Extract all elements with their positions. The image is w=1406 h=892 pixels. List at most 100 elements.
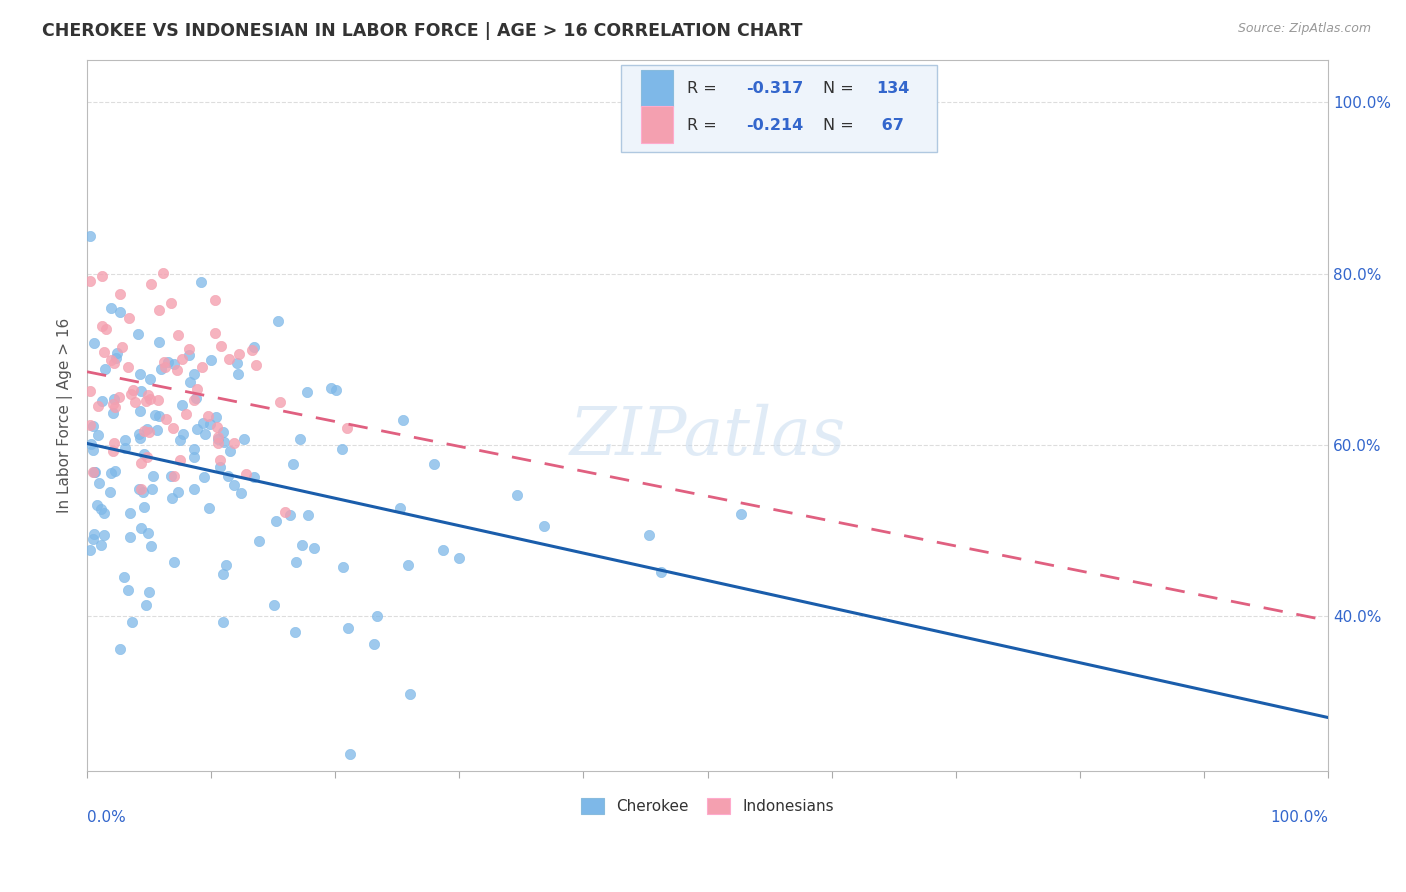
Point (183, 442, 205, 457)
Point (336, 420, 359, 434)
Point (186, 422, 208, 436)
Point (148, 409, 170, 423)
Point (128, 483, 150, 497)
Point (117, 360, 139, 375)
Point (179, 376, 201, 390)
Point (197, 501, 219, 516)
Point (332, 559, 354, 574)
Text: -0.317: -0.317 (747, 81, 803, 96)
Point (129, 456, 152, 470)
Point (245, 358, 267, 372)
Point (172, 426, 194, 441)
Point (170, 398, 193, 412)
Point (114, 433, 136, 447)
Point (211, 566, 233, 581)
Point (285, 555, 308, 569)
Point (235, 467, 257, 481)
Text: Source: ZipAtlas.com: Source: ZipAtlas.com (1237, 22, 1371, 36)
Point (231, 486, 253, 500)
Point (93, 528, 115, 542)
Point (166, 484, 188, 499)
Point (177, 348, 200, 362)
Point (423, 457, 446, 471)
Point (124, 394, 146, 409)
Point (209, 339, 232, 353)
Point (132, 485, 155, 500)
Point (129, 482, 152, 496)
Point (104, 465, 127, 479)
Point (153, 355, 176, 369)
Point (101, 406, 124, 420)
FancyBboxPatch shape (641, 70, 673, 107)
Point (295, 384, 318, 399)
Point (135, 422, 157, 436)
Text: -0.214: -0.214 (747, 118, 803, 133)
Point (193, 470, 215, 484)
Point (284, 624, 307, 639)
Point (89, 475, 111, 490)
Point (90, 318, 112, 333)
Point (162, 357, 184, 371)
Point (183, 393, 205, 408)
Point (138, 392, 160, 406)
Point (82, 532, 104, 546)
Point (91, 269, 114, 284)
Point (111, 340, 134, 354)
Point (128, 427, 150, 442)
Point (98, 484, 121, 499)
Point (183, 483, 205, 497)
Point (183, 367, 205, 381)
Point (79, 384, 101, 398)
Point (82, 465, 104, 479)
Point (93, 506, 115, 520)
Point (217, 469, 239, 483)
Point (533, 519, 555, 533)
Point (225, 356, 247, 370)
Point (148, 334, 170, 349)
Point (169, 434, 191, 448)
Point (90, 538, 112, 552)
Point (205, 419, 228, 434)
Point (138, 585, 160, 599)
Point (207, 430, 229, 444)
Point (129, 521, 152, 535)
Point (330, 442, 353, 456)
Point (288, 432, 311, 446)
Point (208, 453, 231, 467)
Point (120, 507, 142, 521)
Point (83, 465, 105, 479)
Point (391, 413, 413, 427)
Point (135, 598, 157, 612)
Point (207, 432, 229, 446)
Point (139, 277, 162, 291)
Point (134, 447, 156, 461)
Point (138, 526, 160, 541)
Point (243, 340, 266, 354)
Point (156, 354, 179, 368)
Point (186, 391, 208, 405)
Point (79, 543, 101, 558)
Point (103, 356, 125, 370)
Text: CHEROKEE VS INDONESIAN IN LABOR FORCE | AGE > 16 CORRELATION CHART: CHEROKEE VS INDONESIAN IN LABOR FORCE | … (42, 22, 803, 40)
Text: R =: R = (686, 81, 721, 96)
Point (101, 396, 124, 410)
Point (291, 538, 314, 552)
Point (138, 425, 160, 439)
Point (101, 443, 124, 458)
Point (232, 432, 254, 446)
Point (174, 408, 197, 422)
Point (214, 558, 236, 573)
Point (190, 276, 212, 290)
Point (269, 395, 291, 409)
Point (100, 352, 122, 367)
Point (263, 599, 285, 613)
FancyBboxPatch shape (641, 106, 673, 143)
Point (219, 443, 242, 458)
Point (117, 310, 139, 325)
Point (103, 392, 125, 407)
Point (319, 381, 342, 395)
Point (82, 442, 104, 457)
Point (105, 351, 128, 365)
Point (79, 274, 101, 288)
Point (264, 514, 287, 528)
